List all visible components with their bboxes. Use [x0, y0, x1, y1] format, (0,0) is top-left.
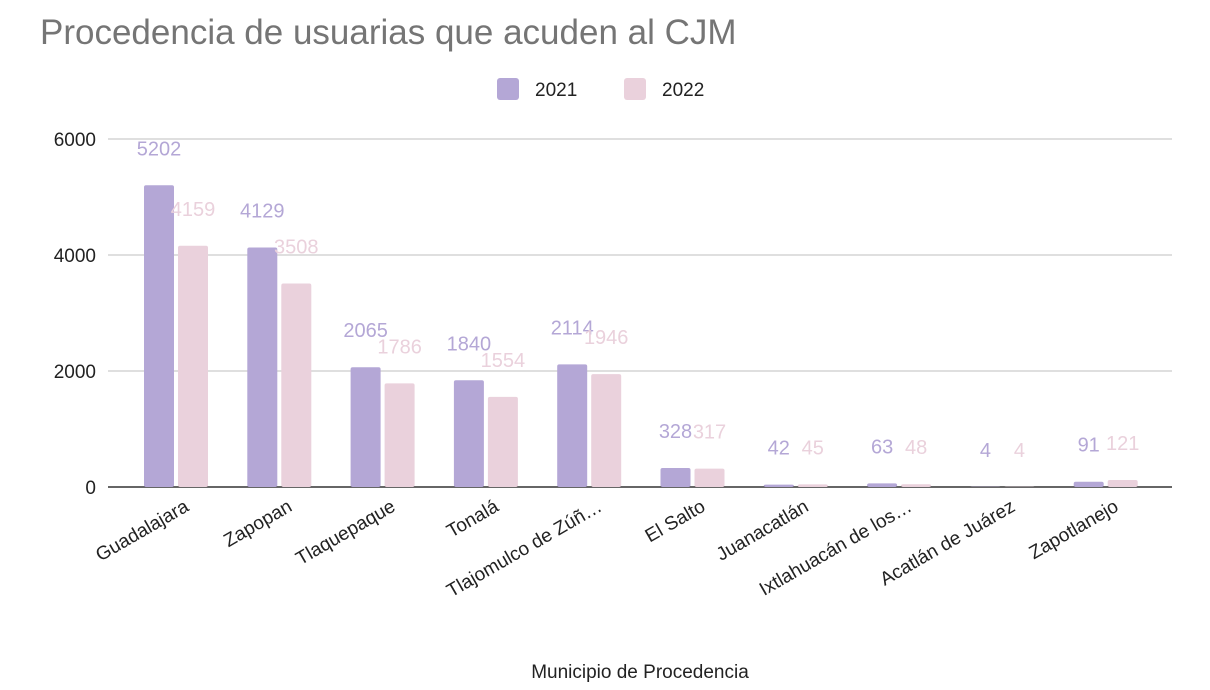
x-tick-label: Zapopan [220, 496, 295, 552]
bar-2022 [797, 484, 828, 487]
y-tick-label: 6000 [54, 130, 96, 151]
legend: 2021 2022 [497, 78, 704, 101]
data-label-2022: 1946 [584, 327, 629, 349]
bar-2022 [591, 374, 622, 487]
data-label-2022: 1786 [377, 336, 422, 358]
legend-label-2021: 2021 [535, 80, 577, 101]
bar-2021 [247, 247, 278, 487]
data-label-2022: 317 [693, 422, 726, 444]
bar-2021 [350, 367, 381, 487]
chart-title: Procedencia de usuarias que acuden al CJ… [40, 13, 737, 52]
data-label-2022: 48 [905, 437, 927, 459]
data-label-2021: 42 [768, 438, 790, 460]
legend-label-2022: 2022 [662, 80, 704, 101]
x-tick-label: El Salto [642, 496, 709, 547]
data-label-2022: 45 [802, 437, 824, 459]
data-label-2022: 3508 [274, 237, 319, 259]
bar-2022 [178, 245, 208, 487]
bar-2022 [694, 468, 725, 487]
bar-2021 [453, 380, 484, 487]
bar-2022 [281, 283, 312, 487]
data-label-2021: 2065 [343, 320, 388, 342]
x-tick-label: Tonalá [443, 496, 502, 542]
y-tick-label: 0 [85, 478, 96, 499]
bar-2021 [144, 185, 174, 487]
data-label-2022: 4159 [171, 199, 216, 221]
bar-2022 [1107, 479, 1138, 487]
x-tick-label: Juanacatlán [713, 496, 812, 565]
bar-2021 [763, 484, 794, 487]
bar-2021 [1073, 481, 1104, 487]
legend-swatch-2021 [497, 78, 519, 100]
bars [144, 185, 1138, 487]
data-label-2021: 91 [1078, 435, 1100, 457]
y-tick-label: 4000 [54, 246, 96, 267]
bar-2021 [867, 483, 898, 487]
x-tick-label: Tlaquepaque [293, 496, 400, 570]
x-tick-label: Guadalajara [92, 496, 193, 566]
data-label-2021: 1840 [447, 333, 492, 355]
bar-2022 [487, 396, 518, 487]
bar-2022 [901, 484, 932, 487]
x-axis-title: Municipio de Procedencia [531, 662, 749, 683]
data-label-2022: 4 [1014, 440, 1025, 462]
data-label-2021: 328 [659, 421, 692, 443]
bar-2021 [557, 364, 588, 487]
data-label-2021: 63 [871, 436, 893, 458]
x-tick-label: Zapotlanejo [1026, 496, 1122, 564]
data-label-2022: 121 [1106, 433, 1139, 455]
data-label-2021: 5202 [137, 138, 182, 160]
data-label-2022: 1554 [481, 350, 526, 372]
bar-2022 [384, 383, 415, 487]
legend-swatch-2022 [624, 78, 646, 100]
data-label-2021: 2114 [551, 317, 594, 339]
data-label-2021: 4129 [240, 201, 285, 223]
bar-2021 [660, 467, 691, 487]
y-tick-label: 2000 [54, 362, 96, 383]
data-label-2021: 4 [980, 440, 991, 462]
